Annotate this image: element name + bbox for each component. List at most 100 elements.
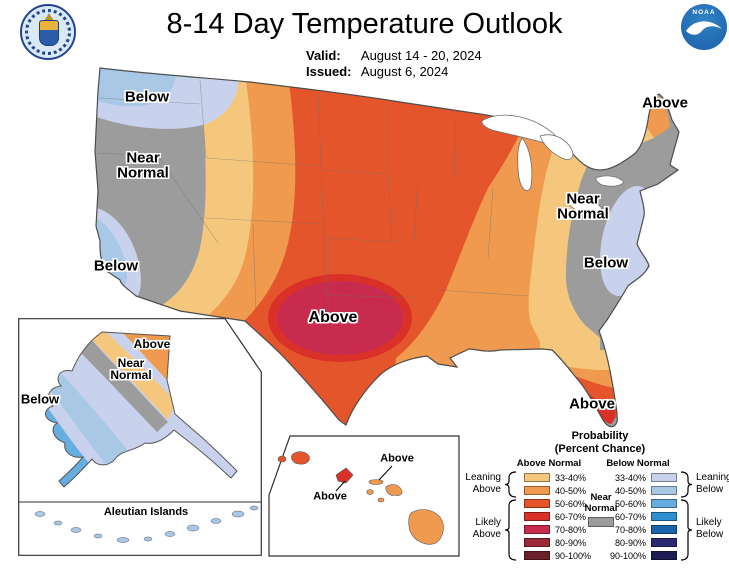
legend-below-header: Below Normal — [606, 458, 670, 469]
legend-row-below: 80-90% — [574, 536, 677, 549]
label-florida-above: Above — [569, 395, 615, 413]
island-kauai — [291, 451, 310, 465]
legend-row-below: 50-60% — [574, 497, 677, 510]
blob-above-70-80-texas — [277, 281, 403, 355]
label-northeast-above: Above — [642, 94, 688, 112]
legend-swatch-above — [524, 498, 550, 509]
aleutian-islands — [34, 505, 259, 543]
legend-swatch-above — [524, 485, 550, 496]
state-boundaries — [96, 79, 529, 320]
legend-row-above: 40-50% — [524, 484, 591, 497]
legend-title: Probability (Percent Chance) — [540, 430, 660, 456]
legend-swatch-below — [651, 485, 677, 496]
label-hawaii-above-east: Above — [380, 452, 414, 465]
legend-near-swatch — [588, 517, 614, 527]
noaa-logo: NOAA — [681, 4, 727, 50]
island-hawaii-big-island — [408, 509, 444, 545]
lake-ontario — [595, 175, 625, 187]
legend-row-below: 90-100% — [574, 549, 677, 562]
hawaiian-islands — [277, 451, 444, 545]
island-kahoolawe — [377, 497, 385, 503]
island-oahu — [335, 467, 354, 484]
legend-row-above: 60-70% — [524, 510, 591, 523]
page-title: 8-14 Day Temperature Outlook — [166, 8, 563, 40]
issued-value: August 6, 2024 — [360, 64, 449, 79]
brace-leaning-above — [504, 471, 517, 498]
label-midatlantic-near-normal: Near Normal — [557, 190, 609, 223]
legend-braces — [504, 471, 693, 561]
legend-swatch-above — [524, 537, 550, 548]
lake-erie — [567, 198, 603, 214]
legend-swatch-below — [651, 524, 677, 535]
legend-pct-label-below: 33-40% — [614, 472, 646, 483]
legend-pct-label-below: 50-60% — [614, 498, 646, 509]
label-hawaii-above-west: Above — [313, 490, 347, 503]
legend-pct-label-below: 80-90% — [614, 537, 646, 548]
legend-row-above: 90-100% — [524, 549, 591, 562]
island-maui — [385, 484, 403, 496]
valid-label: Valid: — [306, 48, 341, 63]
seal-ring — [25, 9, 71, 55]
valid-issued-block: Valid: August 14 - 20, 2024 Issued: Augu… — [306, 48, 482, 80]
legend-pct-label-below: 60-70% — [614, 511, 646, 522]
legend-swatch-above — [524, 524, 550, 535]
lake-huron — [539, 134, 574, 160]
legend-pct-label-below: 90-100% — [609, 550, 646, 561]
label-alaska-below: Below — [20, 391, 60, 407]
brace-leaning-below — [680, 471, 693, 498]
legend-pct-label-above: 70-80% — [555, 524, 587, 535]
legend-row-above: 50-60% — [524, 497, 591, 510]
noaa-seagull-icon — [686, 21, 722, 35]
label-nw-below: Below — [124, 88, 170, 106]
patch-below-east-coast — [600, 185, 656, 297]
label-socal-below: Below — [93, 257, 139, 275]
legend-row-above: 70-80% — [524, 523, 591, 536]
legend-swatch-below — [651, 550, 677, 561]
great-lakes — [481, 114, 625, 214]
legend-swatch-below — [651, 537, 677, 548]
legend-swatch-above — [524, 511, 550, 522]
pointer-line-oahu — [335, 480, 346, 492]
label-aleutian-islands: Aleutian Islands — [103, 506, 189, 518]
brace-likely-above — [504, 499, 517, 561]
legend-near-normal: Near Normal — [575, 492, 627, 527]
hawaii-inset-map — [268, 435, 460, 557]
island-lanai — [366, 489, 374, 495]
alaska-inset-map — [18, 318, 262, 556]
legend-title-line2: (Percent Chance) — [554, 443, 646, 455]
legend-pct-label-above: 40-50% — [555, 485, 587, 496]
legend-pct-label-above: 80-90% — [555, 537, 587, 548]
department-of-commerce-seal — [20, 4, 76, 60]
legend-pct-label-below: 70-80% — [614, 524, 646, 535]
legend-above-header: Above Normal — [516, 458, 582, 469]
band-florida-60-70 — [588, 394, 616, 424]
label-alaska-near-normal: Near Normal — [110, 355, 152, 382]
label-east-below: Below — [583, 254, 629, 272]
label-central-above: Above — [308, 308, 358, 326]
legend-swatch-below — [651, 511, 677, 522]
conus-temperature-outlook-map — [94, 67, 680, 428]
legend-swatch-below — [651, 472, 677, 483]
legend-row-below: 60-70% — [574, 510, 677, 523]
legend-likely-below: Likely Below — [696, 517, 724, 540]
legend-near-line1: Near — [590, 492, 612, 503]
legend-swatch-above — [524, 472, 550, 483]
legend-pct-label-above: 60-70% — [555, 511, 587, 522]
legend-row-below: 70-80% — [574, 523, 677, 536]
brace-likely-below — [680, 499, 693, 561]
legend-row-below: 33-40% — [574, 471, 677, 484]
legend-row-above: 33-40% — [524, 471, 591, 484]
legend-swatch-above — [524, 550, 550, 561]
lake-michigan — [517, 137, 533, 192]
valid-value: August 14 - 20, 2024 — [360, 48, 482, 63]
legend-near-line2: Normal — [584, 503, 618, 514]
legend-row-above: 80-90% — [524, 536, 591, 549]
legend-pct-label-above: 50-60% — [555, 498, 587, 509]
issued-label: Issued: — [306, 64, 352, 79]
legend-above-rows: 33-40% 40-50% 50-60% 60-70% 70-80% 80-90% 90-1… — [524, 471, 591, 562]
legend-pct-label-above: 90-100% — [555, 550, 592, 561]
island-niihau — [277, 455, 287, 463]
label-west-near-normal: Near Normal — [117, 149, 169, 182]
seal-eagle-icon — [44, 13, 54, 21]
